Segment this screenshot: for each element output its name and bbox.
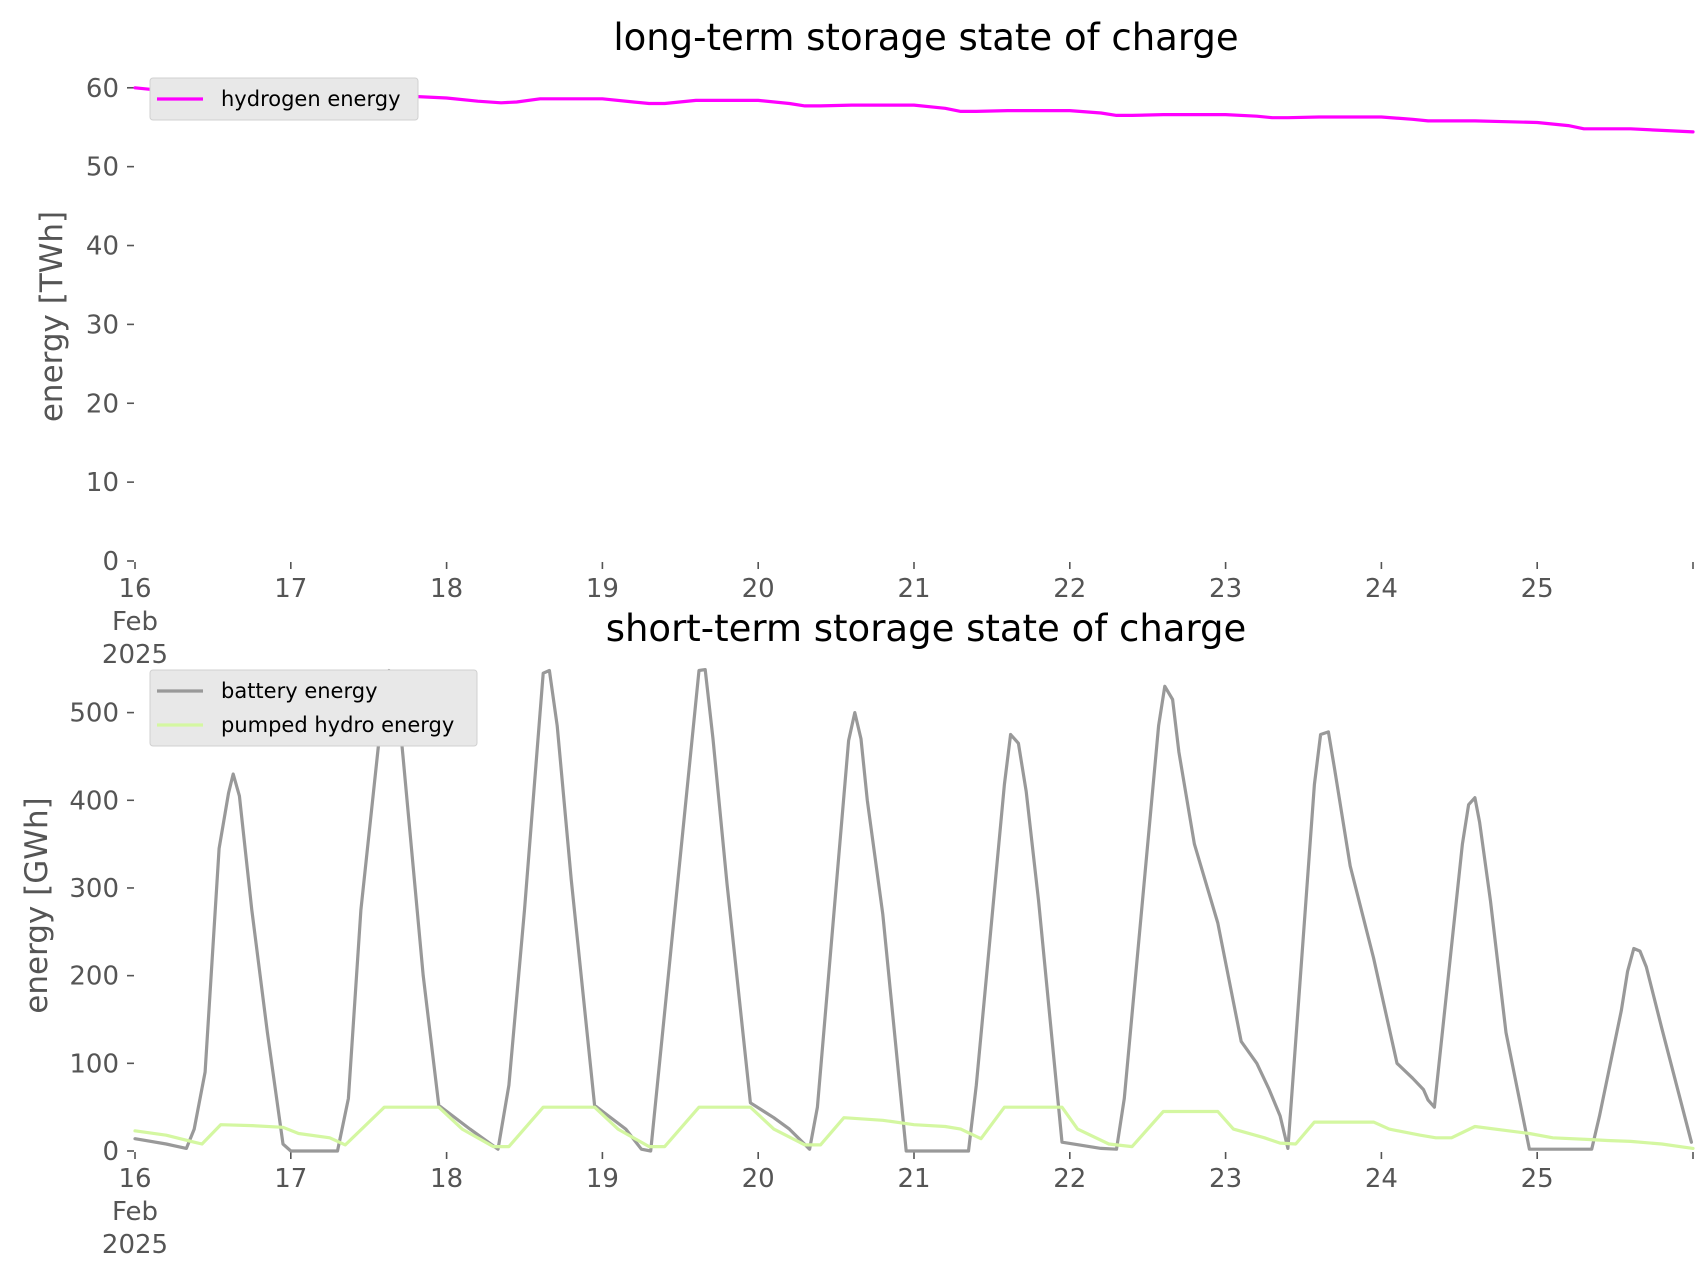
y-axis-label: energy [GWh] (19, 797, 55, 1013)
x-tick-label: Feb (112, 1197, 158, 1227)
x-tick-label: 2025 (102, 1230, 168, 1260)
x-tick-label: 21 (897, 574, 930, 604)
x-tick-label: 18 (430, 1164, 463, 1194)
y-tick-label: 20 (86, 389, 119, 419)
legend: hydrogen energy (149, 77, 419, 121)
y-tick-label: 0 (102, 547, 119, 577)
y-tick-label: 400 (69, 786, 119, 816)
y-tick-label: 10 (86, 468, 119, 498)
y-tick-label: 100 (69, 1049, 119, 1079)
x-tick-label: 19 (586, 1164, 619, 1194)
x-tick-label: 23 (1209, 1164, 1242, 1194)
x-tick-label: 21 (897, 1164, 930, 1194)
y-tick-label: 300 (69, 874, 119, 904)
legend-box (149, 669, 478, 747)
x-tick-label: 24 (1365, 1164, 1398, 1194)
x-tick-label: 23 (1209, 574, 1242, 604)
x-tick-label: 18 (430, 574, 463, 604)
x-tick-label: 25 (1521, 1164, 1554, 1194)
series-line-pumped-hydro-energy (133, 1105, 1695, 1151)
legend-entry: pumped hydro energy (221, 713, 454, 737)
legend: battery energy pumped hydro energy (149, 669, 478, 747)
y-tick-label: 50 (86, 153, 119, 183)
chart-panel-2: short-term storage state of charge energy… (19, 607, 1695, 1260)
chart-title: short-term storage state of charge (606, 607, 1247, 650)
x-tick-label: 19 (586, 574, 619, 604)
legend-entry: battery energy (221, 679, 378, 703)
x-tick-label: 16 (118, 1164, 151, 1194)
chart-title: long-term storage state of charge (613, 16, 1238, 59)
x-tick-label: 2025 (102, 640, 168, 670)
y-tick-label: 500 (69, 699, 119, 729)
x-tick-label: 22 (1053, 1164, 1086, 1194)
x-tick-label: 22 (1053, 574, 1086, 604)
y-tick-label: 60 (86, 74, 119, 104)
x-tick-label: 20 (742, 1164, 775, 1194)
y-tick-label: 30 (86, 310, 119, 340)
y-tick-label: 200 (69, 962, 119, 992)
y-axis-label: energy [TWh] (34, 211, 70, 422)
x-tick-label: 16 (118, 574, 151, 604)
series-line-hydrogen-energy (133, 86, 1695, 134)
legend-entry: hydrogen energy (221, 87, 401, 111)
legend-box (149, 77, 419, 121)
series-line-battery-energy (133, 667, 1694, 1153)
x-tick-label: Feb (112, 607, 158, 637)
x-tick-label: 24 (1365, 574, 1398, 604)
x-tick-label: 17 (274, 1164, 307, 1194)
x-tick-label: 20 (742, 574, 775, 604)
y-tick-label: 0 (102, 1137, 119, 1167)
x-tick-label: 25 (1521, 574, 1554, 604)
y-tick-label: 40 (86, 232, 119, 262)
x-tick-label: 17 (274, 574, 307, 604)
chart-panel-1: long-term storage state of charge energy … (34, 16, 1695, 670)
